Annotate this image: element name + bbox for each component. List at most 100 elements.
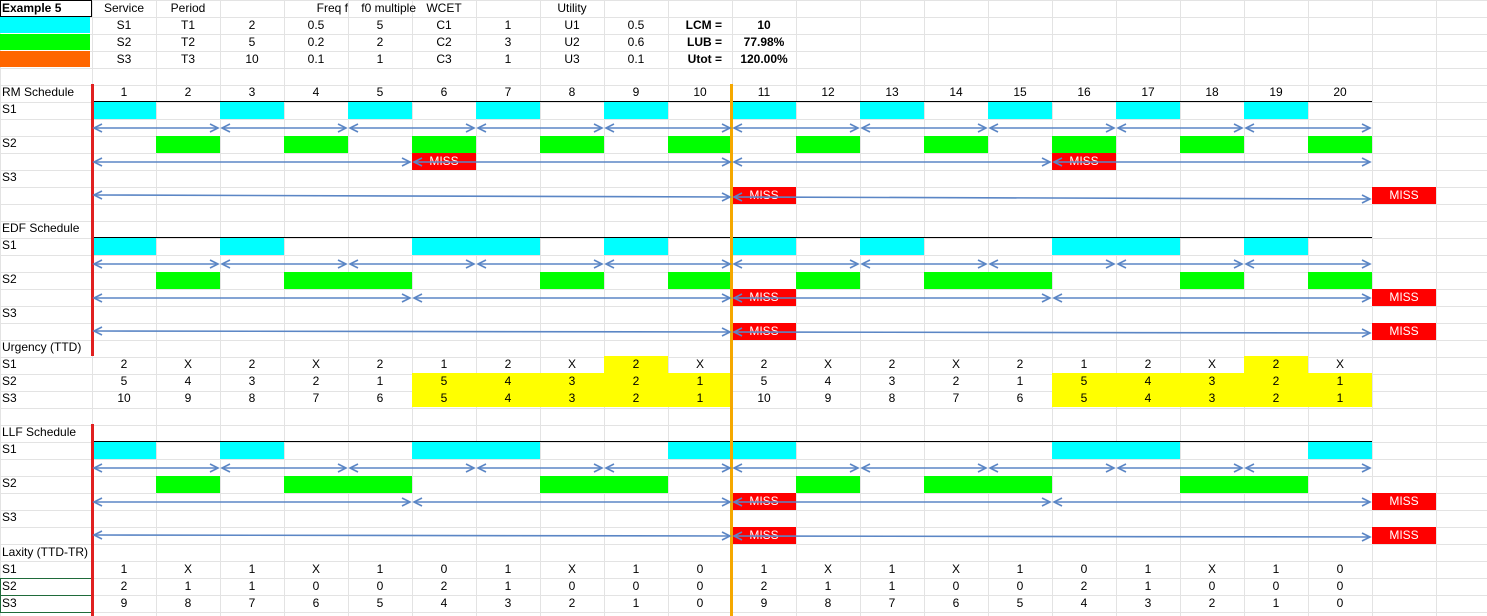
wcet-value: 3: [504, 35, 512, 49]
arrowhead-left: [732, 259, 743, 269]
arrowhead-left: [92, 293, 103, 303]
urgency-cell: X: [183, 357, 192, 371]
arrowhead-left: [92, 157, 103, 167]
time-slot-header: 7: [504, 85, 512, 99]
urgency-cell: 2: [1272, 391, 1280, 405]
edf-s1-exec: [1244, 238, 1308, 255]
urgency-cell: 8: [248, 391, 256, 405]
laxity-cell: X: [1207, 562, 1216, 576]
wcet-value: 1: [504, 18, 512, 32]
urgency-cell: 4: [184, 374, 192, 388]
arrowhead-left: [220, 463, 231, 473]
urgency-cell: 1: [440, 357, 448, 371]
urgency-cell: X: [567, 357, 576, 371]
arrowhead-right: [1361, 194, 1372, 204]
rm-s2-exec: [156, 136, 220, 153]
miss-marker: MISS: [732, 527, 796, 544]
edf-s1-exec: [1052, 238, 1116, 255]
urgency-highlight: [1052, 373, 1372, 407]
urgency-cell: 5: [440, 391, 448, 405]
laxity-cell: X: [567, 562, 576, 576]
arrowhead-left: [92, 123, 103, 133]
arrowhead-left: [1052, 157, 1063, 167]
rm-s2-exec: [796, 136, 860, 153]
urgency-highlight: [1244, 356, 1308, 373]
freq-value: 0.2: [307, 35, 325, 49]
laxity-cell: 1: [1272, 596, 1280, 610]
urgency-cell: 2: [632, 357, 640, 371]
edf-s1-exec: [860, 238, 924, 255]
laxity-cell: 2: [1208, 596, 1216, 610]
edf-row-label-s1: S1: [2, 238, 17, 252]
urgency-cell: 1: [1336, 374, 1344, 388]
laxity-cell: 1: [888, 562, 896, 576]
arrowhead-right: [1233, 123, 1244, 133]
f0-multiple-value: 1: [376, 52, 384, 66]
example-title-box[interactable]: [0, 0, 92, 17]
arrowhead-left: [604, 463, 615, 473]
service-color-swatch: [0, 34, 90, 50]
arrowhead-left: [732, 327, 743, 337]
arrowhead-left: [92, 497, 103, 507]
time-slot-header: 14: [949, 85, 963, 99]
urgency-cell: 4: [824, 374, 832, 388]
rm-row-label-s1: S1: [2, 102, 17, 116]
laxity-cell: 1: [1144, 579, 1152, 593]
arrowhead-right: [209, 463, 220, 473]
llf-s1-exec: [1308, 442, 1372, 459]
arrowhead-right: [721, 463, 732, 473]
laxity-cell: 1: [504, 579, 512, 593]
arrowhead-right: [465, 463, 476, 473]
laxity-cell: 2: [760, 579, 768, 593]
period-arrow: [733, 535, 1371, 538]
time-slot-header: 13: [885, 85, 899, 99]
urgency-cell: 2: [760, 357, 768, 371]
arrowhead-left: [220, 259, 231, 269]
urgency-cell: 2: [1272, 357, 1280, 371]
llf-s1-exec: [476, 442, 540, 459]
arrowhead-left: [1052, 497, 1063, 507]
time-slot-header: 18: [1205, 85, 1219, 99]
laxity-cell: X: [823, 562, 832, 576]
urgency-row-label: S1: [2, 357, 17, 371]
llf-s1-exec: [220, 442, 284, 459]
time-slot-header: 6: [440, 85, 448, 99]
utility-value: 0.5: [627, 18, 645, 32]
time-slot-header: 12: [821, 85, 835, 99]
arrowhead-right: [721, 531, 732, 541]
laxity-cell: 0: [952, 579, 960, 593]
service-name: S3: [116, 52, 132, 66]
urgency-cell: X: [695, 357, 704, 371]
arrowhead-left: [476, 463, 487, 473]
arrowhead-right: [593, 463, 604, 473]
arrowhead-right: [1361, 157, 1372, 167]
llf-row-label-s3: S3: [2, 510, 17, 524]
lcm-label: LCM =: [685, 18, 722, 32]
laxity-cell: 6: [952, 596, 960, 610]
edf-s2-exec: [1180, 272, 1244, 289]
urgency-cell: 2: [952, 374, 960, 388]
arrowhead-right: [1361, 497, 1372, 507]
edf-s1-exec: [220, 238, 284, 255]
rm-s1-exec: [220, 102, 284, 119]
llf-s1-exec: [412, 442, 476, 459]
laxity-title: Laxity (TTD-TR): [2, 545, 88, 559]
urgency-cell: 2: [1144, 357, 1152, 371]
miss-marker: MISS: [1372, 323, 1436, 340]
laxity-cell: 3: [1144, 596, 1152, 610]
urgency-cell: 2: [1016, 357, 1024, 371]
wcet-value: 1: [504, 52, 512, 66]
freq-value: 0.5: [307, 18, 325, 32]
arrowhead-right: [721, 293, 732, 303]
arrowhead-right: [1105, 463, 1116, 473]
arrowhead-left: [1116, 123, 1127, 133]
laxity-cell: 0: [1080, 562, 1088, 576]
arrowhead-right: [977, 463, 988, 473]
utility-value: 0.6: [627, 35, 645, 49]
urgency-highlight: [604, 356, 668, 373]
arrowhead-right: [1361, 259, 1372, 269]
arrowhead-right: [849, 463, 860, 473]
time-slot-header: 16: [1077, 85, 1091, 99]
rm-s2-exec: [668, 136, 732, 153]
laxity-cell: 1: [888, 579, 896, 593]
